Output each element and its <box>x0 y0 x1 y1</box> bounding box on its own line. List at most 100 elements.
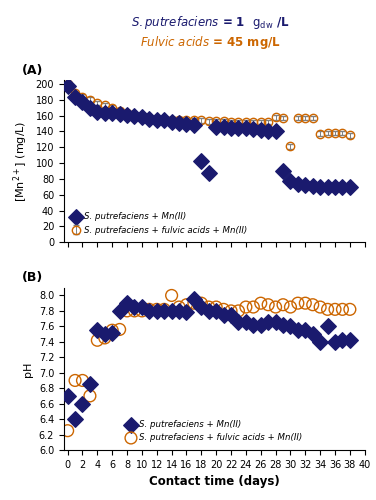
S. putrefaciens + Mn(II) <box>176 307 182 315</box>
S. putrefaciens + Mn(II) <box>258 126 264 134</box>
S. putrefaciens + Mn(II) <box>183 308 190 316</box>
S. putrefaciens + Mn(II) <box>65 392 71 400</box>
S. putrefaciens + Mn(II) <box>94 108 100 116</box>
S. putrefaciens + Mn(II) <box>243 318 249 326</box>
S. putrefaciens + Mn(II) <box>340 183 346 191</box>
S. putrefaciens + Mn(II) <box>117 307 123 315</box>
S. putrefaciens + fulvic acids + Mn(II) <box>146 306 152 314</box>
S. putrefaciens + Mn(II) <box>287 176 293 184</box>
S. putrefaciens + fulvic acids + Mn(II) <box>258 299 264 307</box>
S. putrefaciens + fulvic acids + Mn(II) <box>265 300 271 308</box>
S. putrefaciens + Mn(II) <box>221 124 227 132</box>
S. putrefaciens + fulvic acids + Mn(II) <box>132 307 138 315</box>
S. putrefaciens + fulvic acids + Mn(II) <box>213 303 219 311</box>
S. putrefaciens + Mn(II) <box>295 326 301 334</box>
S. putrefaciens + Mn(II) <box>213 122 219 130</box>
S. putrefaciens + fulvic acids + Mn(II) <box>87 392 93 400</box>
S. putrefaciens + fulvic acids + Mn(II) <box>287 303 293 311</box>
S. putrefaciens + Mn(II) <box>109 328 115 336</box>
S. putrefaciens + Mn(II) <box>94 326 100 334</box>
S. putrefaciens + Mn(II) <box>206 307 212 315</box>
S. putrefaciens + Mn(II) <box>287 322 293 330</box>
Legend: S. putrefaciens + Mn(II), S. putrefaciens + fulvic acids + Mn(II): S. putrefaciens + Mn(II), S. putrefacien… <box>68 209 250 238</box>
S. putrefaciens + Mn(II) <box>102 109 108 117</box>
S. putrefaciens + fulvic acids + Mn(II) <box>221 306 227 314</box>
S. putrefaciens + Mn(II) <box>250 321 256 329</box>
S. putrefaciens + Mn(II) <box>317 338 323 346</box>
S. putrefaciens + Mn(II) <box>265 126 271 134</box>
S. putrefaciens + Mn(II) <box>280 167 286 175</box>
S. putrefaciens + fulvic acids + Mn(II) <box>65 426 71 434</box>
S. putrefaciens + fulvic acids + Mn(II) <box>235 307 241 315</box>
S. putrefaciens + fulvic acids + Mn(II) <box>124 307 130 315</box>
S. putrefaciens + Mn(II) <box>250 125 256 133</box>
Legend: S. putrefaciens + Mn(II), S. putrefaciens + fulvic acids + Mn(II): S. putrefaciens + Mn(II), S. putrefacien… <box>123 416 305 446</box>
S. putrefaciens + Mn(II) <box>161 116 167 124</box>
S. putrefaciens + Mn(II) <box>154 116 160 124</box>
S. putrefaciens + fulvic acids + Mn(II) <box>250 303 256 311</box>
Text: $\it{S. putrefaciens}$ = 1  $\rm{g_{dw}}$ /L: $\it{S. putrefaciens}$ = 1 $\rm{g_{dw}}$… <box>131 14 290 31</box>
S. putrefaciens + Mn(II) <box>243 124 249 132</box>
S. putrefaciens + fulvic acids + Mn(II) <box>183 300 190 308</box>
S. putrefaciens + Mn(II) <box>87 380 93 388</box>
S. putrefaciens + Mn(II) <box>302 326 308 334</box>
Y-axis label: [Mn$^{2+}$] (mg/L): [Mn$^{2+}$] (mg/L) <box>12 120 30 202</box>
S. putrefaciens + fulvic acids + Mn(II) <box>109 326 115 334</box>
S. putrefaciens + Mn(II) <box>79 98 85 106</box>
S. putrefaciens + Mn(II) <box>146 307 152 315</box>
S. putrefaciens + Mn(II) <box>347 183 353 191</box>
S. putrefaciens + Mn(II) <box>139 303 145 311</box>
S. putrefaciens + Mn(II) <box>228 124 234 132</box>
Text: $\it{Fulvic\ acids}$ = 45 mg/L: $\it{Fulvic\ acids}$ = 45 mg/L <box>140 34 281 51</box>
S. putrefaciens + Mn(II) <box>87 104 93 112</box>
S. putrefaciens + Mn(II) <box>280 321 286 329</box>
S. putrefaciens + Mn(II) <box>191 121 197 129</box>
S. putrefaciens + fulvic acids + Mn(II) <box>302 299 308 307</box>
S. putrefaciens + Mn(II) <box>146 115 152 123</box>
S. putrefaciens + fulvic acids + Mn(II) <box>332 306 338 314</box>
S. putrefaciens + fulvic acids + Mn(II) <box>243 303 249 311</box>
S. putrefaciens + fulvic acids + Mn(II) <box>154 306 160 314</box>
S. putrefaciens + fulvic acids + Mn(II) <box>206 303 212 311</box>
S. putrefaciens + Mn(II) <box>198 156 204 164</box>
S. putrefaciens + Mn(II) <box>317 183 323 191</box>
X-axis label: Contact time (days): Contact time (days) <box>149 476 280 488</box>
S. putrefaciens + fulvic acids + Mn(II) <box>139 307 145 315</box>
S. putrefaciens + fulvic acids + Mn(II) <box>347 306 353 314</box>
S. putrefaciens + Mn(II) <box>273 128 279 136</box>
S. putrefaciens + fulvic acids + Mn(II) <box>168 292 174 300</box>
S. putrefaciens + Mn(II) <box>324 322 331 330</box>
S. putrefaciens + Mn(II) <box>132 112 138 120</box>
S. putrefaciens + Mn(II) <box>72 415 78 423</box>
S. putrefaciens + Mn(II) <box>176 118 182 126</box>
S. putrefaciens + Mn(II) <box>124 299 130 307</box>
S. putrefaciens + fulvic acids + Mn(II) <box>94 336 100 344</box>
S. putrefaciens + Mn(II) <box>132 303 138 311</box>
S. putrefaciens + Mn(II) <box>206 168 212 176</box>
S. putrefaciens + Mn(II) <box>161 307 167 315</box>
Y-axis label: pH: pH <box>23 361 33 376</box>
S. putrefaciens + fulvic acids + Mn(II) <box>295 299 301 307</box>
S. putrefaciens + fulvic acids + Mn(II) <box>273 303 279 311</box>
S. putrefaciens + Mn(II) <box>310 330 316 338</box>
S. putrefaciens + fulvic acids + Mn(II) <box>198 299 204 307</box>
S. putrefaciens + Mn(II) <box>295 180 301 188</box>
S. putrefaciens + Mn(II) <box>228 311 234 319</box>
S. putrefaciens + fulvic acids + Mn(II) <box>191 299 197 307</box>
S. putrefaciens + fulvic acids + Mn(II) <box>79 376 85 384</box>
S. putrefaciens + Mn(II) <box>65 82 71 90</box>
S. putrefaciens + fulvic acids + Mn(II) <box>228 307 234 315</box>
S. putrefaciens + fulvic acids + Mn(II) <box>102 334 108 342</box>
S. putrefaciens + Mn(II) <box>302 182 308 190</box>
S. putrefaciens + fulvic acids + Mn(II) <box>72 376 78 384</box>
S. putrefaciens + fulvic acids + Mn(II) <box>340 306 346 314</box>
S. putrefaciens + Mn(II) <box>213 307 219 315</box>
S. putrefaciens + Mn(II) <box>109 109 115 117</box>
S. putrefaciens + Mn(II) <box>183 120 190 128</box>
S. putrefaciens + fulvic acids + Mn(II) <box>280 300 286 308</box>
S. putrefaciens + fulvic acids + Mn(II) <box>161 306 167 314</box>
S. putrefaciens + Mn(II) <box>221 311 227 319</box>
S. putrefaciens + Mn(II) <box>79 400 85 407</box>
Text: (A): (A) <box>22 64 43 77</box>
S. putrefaciens + Mn(II) <box>124 111 130 119</box>
